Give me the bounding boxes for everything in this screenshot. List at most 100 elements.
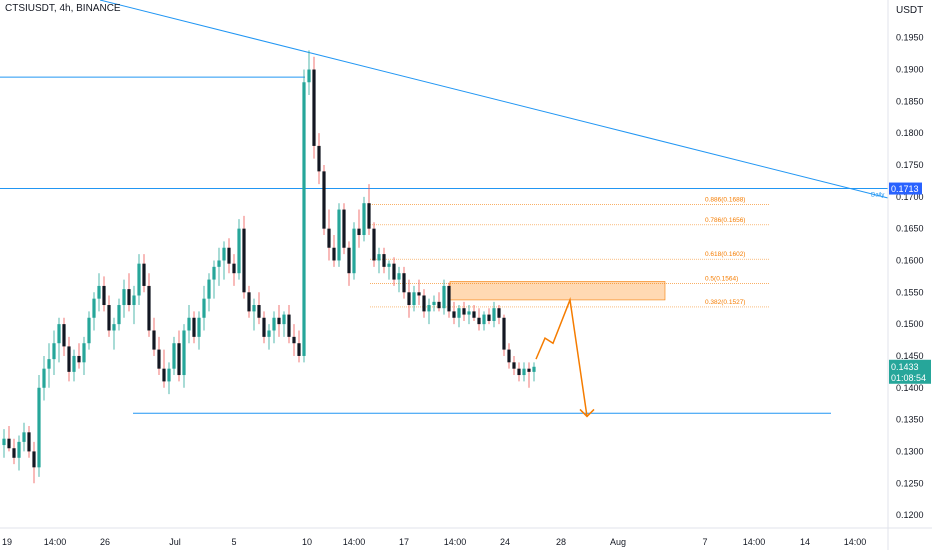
candle-body	[37, 387, 41, 468]
currency-label: USDT	[896, 5, 924, 16]
candle-body	[407, 292, 411, 306]
candle-body	[107, 305, 111, 331]
price-axis[interactable]: 0.1950 0.1900 0.1850 0.1800 0.1750 0.1700 0.16…	[896, 33, 924, 520]
time-axis[interactable]: 19 14:00 26 Jul 5 10 14:00 17 14:00 24 28 Aug 7 14:00…	[2, 537, 866, 547]
y-tick-label: 0.1850	[896, 96, 924, 106]
candle-body	[222, 247, 226, 261]
candle-body	[337, 209, 341, 261]
x-tick-label: 28	[556, 537, 566, 547]
candle-body	[57, 324, 61, 344]
daily-level-price-label: 0.1713	[891, 184, 919, 194]
y-tick-label: 0.1650	[896, 224, 924, 234]
candle-body	[2, 438, 6, 446]
candle-body	[332, 247, 336, 261]
y-tick-label: 0.1750	[896, 160, 924, 170]
candle-body	[392, 263, 396, 280]
candle-body	[172, 343, 176, 369]
candle-body	[372, 228, 376, 261]
candle-body	[237, 228, 241, 274]
y-tick-label: 0.1300	[896, 446, 924, 456]
candle-body	[492, 308, 496, 321]
candles-layer	[2, 50, 536, 484]
daily-level-price-box	[889, 182, 922, 195]
candle-body	[97, 285, 101, 299]
x-tick-label: 14:00	[743, 537, 766, 547]
x-tick-label: 7	[702, 537, 707, 547]
fib-level-label: 0.618(0.1602)	[705, 251, 745, 258]
candle-body	[122, 289, 126, 306]
x-tick-label: 5	[231, 537, 236, 547]
current-price-box	[889, 359, 931, 384]
candle-body	[152, 330, 156, 350]
candle-body	[82, 343, 86, 363]
candle-body	[522, 368, 526, 376]
candle-body	[532, 366, 536, 372]
candle-body	[467, 311, 471, 315]
y-tick-label: 0.1250	[896, 478, 924, 488]
candle-body	[472, 311, 476, 318]
chart-title: CTSIUSDT, 4h, BINANCE	[5, 3, 121, 14]
candle-body	[67, 346, 71, 372]
x-tick-label: Aug	[610, 537, 626, 547]
candle-body	[27, 432, 31, 452]
y-tick-label: 0.1900	[896, 65, 924, 75]
y-tick-label: 0.1800	[896, 128, 924, 138]
x-tick-label: 10	[302, 537, 312, 547]
candle-body	[87, 317, 91, 344]
fib-levels-layer: 0.886(0.1688) 0.786(0.1656) 0.618(0.1602) 0…	[370, 196, 770, 308]
candle-body	[242, 228, 246, 293]
candle-body	[177, 343, 181, 376]
candle-body	[17, 441, 21, 458]
y-tick-label: 0.1600	[896, 255, 924, 265]
candle-body	[497, 308, 501, 318]
candle-body	[252, 305, 256, 312]
candle-body	[147, 285, 151, 331]
descending-trend-line	[99, 0, 889, 199]
projection-layer	[535, 297, 595, 418]
x-tick-label: 19	[2, 537, 12, 547]
candle-body	[142, 263, 146, 286]
candle-body	[182, 330, 186, 376]
candle-body	[267, 330, 271, 337]
y-tick-label: 0.1950	[896, 33, 924, 43]
candle-body	[342, 209, 346, 248]
y-tick-label: 0.1200	[896, 510, 924, 520]
candle-body	[502, 317, 506, 350]
x-tick-label: 24	[500, 537, 510, 547]
candle-body	[282, 314, 286, 325]
candle-body	[462, 308, 466, 315]
trend-lines-layer	[0, 0, 889, 414]
fib-level-label: 0.5(0.1564)	[705, 275, 738, 282]
candle-body	[432, 301, 436, 306]
candle-body	[47, 359, 51, 369]
candle-body	[377, 254, 381, 261]
projection-arrowhead	[579, 408, 595, 418]
candle-body	[422, 295, 426, 312]
candle-body	[482, 314, 486, 325]
candle-body	[307, 69, 311, 83]
candle-body	[322, 171, 326, 229]
candle-body	[367, 203, 371, 229]
candle-body	[442, 285, 446, 309]
y-tick-label: 0.1700	[896, 192, 924, 202]
y-tick-label: 0.1450	[896, 351, 924, 361]
candle-body	[22, 432, 26, 442]
candle-body	[512, 362, 516, 369]
candle-body	[297, 343, 301, 356]
current-price-label: 0.1433	[891, 362, 919, 372]
fib-level-label: 0.886(0.1688)	[705, 196, 745, 203]
candle-body	[457, 308, 461, 318]
candle-body	[77, 355, 81, 363]
candle-body	[437, 301, 441, 309]
candle-body	[162, 368, 166, 382]
resistance-zone-layer	[449, 281, 666, 301]
candle-body	[382, 254, 386, 267]
candle-body	[127, 289, 131, 306]
candle-body	[7, 438, 11, 449]
candle-body	[12, 448, 16, 458]
candle-body	[417, 292, 421, 296]
candle-body	[272, 317, 276, 331]
candle-body	[277, 317, 281, 325]
